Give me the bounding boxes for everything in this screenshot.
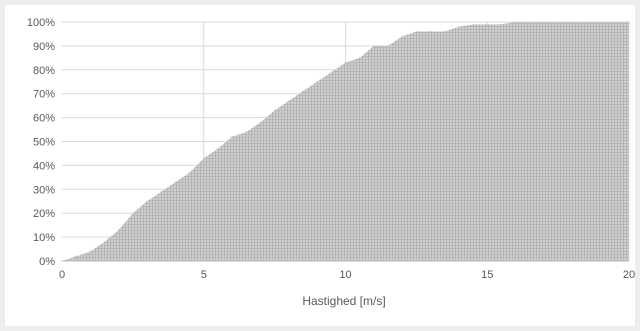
area-point: [146, 200, 148, 202]
label-layer: 0% 10% 20% 30% 40% 50% 60% 70% 80% 90% 100% 0 5 10 15 2…: [27, 17, 635, 281]
y-tick-label: 100%: [27, 17, 55, 29]
x-tick-label: 5: [201, 269, 207, 281]
area-point: [118, 229, 120, 231]
area-point: [174, 181, 176, 183]
chart-svg: 0% 10% 20% 30% 40% 50% 60% 70% 80% 90% 100% 0 5 10 15 2…: [27, 17, 635, 308]
area-point: [245, 131, 247, 133]
y-tick-label: 60%: [33, 113, 55, 125]
area-point: [259, 121, 262, 123]
y-tick-label: 30%: [33, 184, 55, 196]
area-point: [429, 30, 432, 33]
area-point: [103, 241, 106, 243]
x-tick-label: 0: [59, 269, 65, 281]
area-point: [472, 23, 474, 25]
y-tick-label: 90%: [33, 41, 55, 53]
area-point: [330, 71, 332, 73]
x-tick-label: 20: [623, 269, 635, 281]
area-layer: [61, 21, 630, 262]
area-point: [217, 148, 219, 150]
area-point: [302, 90, 304, 92]
area-point: [160, 191, 162, 193]
area-point: [543, 21, 545, 23]
area-series: [62, 22, 629, 261]
area-point: [132, 212, 134, 214]
x-tick-label: 15: [481, 269, 493, 281]
y-tick-label: 10%: [33, 232, 55, 244]
area-point: [486, 23, 488, 25]
area-point: [344, 62, 347, 64]
area-point: [75, 255, 77, 257]
area-point: [89, 250, 91, 253]
x-tick-label: 10: [339, 269, 351, 281]
chart-card: 0% 10% 20% 30% 40% 50% 60% 70% 80% 90% 100% 0 5 10 15 2…: [5, 5, 635, 326]
area-point: [444, 30, 446, 33]
area-point: [628, 21, 630, 23]
area-point: [387, 45, 389, 47]
area-point: [359, 57, 361, 59]
y-tick-label: 40%: [33, 160, 55, 172]
y-tick-label: 50%: [33, 137, 55, 149]
area-point: [373, 45, 375, 47]
area-point: [600, 21, 602, 23]
area-point: [188, 171, 191, 174]
area-point: [415, 30, 417, 33]
area-point: [203, 157, 205, 159]
x-axis-title: Hastighed [m/s]: [302, 294, 385, 308]
y-tick-label: 70%: [33, 89, 55, 101]
area-point: [500, 23, 503, 25]
area-point: [316, 81, 318, 83]
area-point: [231, 136, 233, 138]
area-point: [288, 100, 290, 102]
area-point: [571, 21, 573, 23]
y-tick-label: 0%: [39, 256, 55, 268]
area-point: [458, 26, 460, 28]
area-point: [274, 109, 276, 112]
area-point: [515, 21, 517, 23]
y-tick-label: 80%: [33, 65, 55, 77]
area-point: [401, 35, 403, 37]
y-tick-label: 20%: [33, 208, 55, 220]
